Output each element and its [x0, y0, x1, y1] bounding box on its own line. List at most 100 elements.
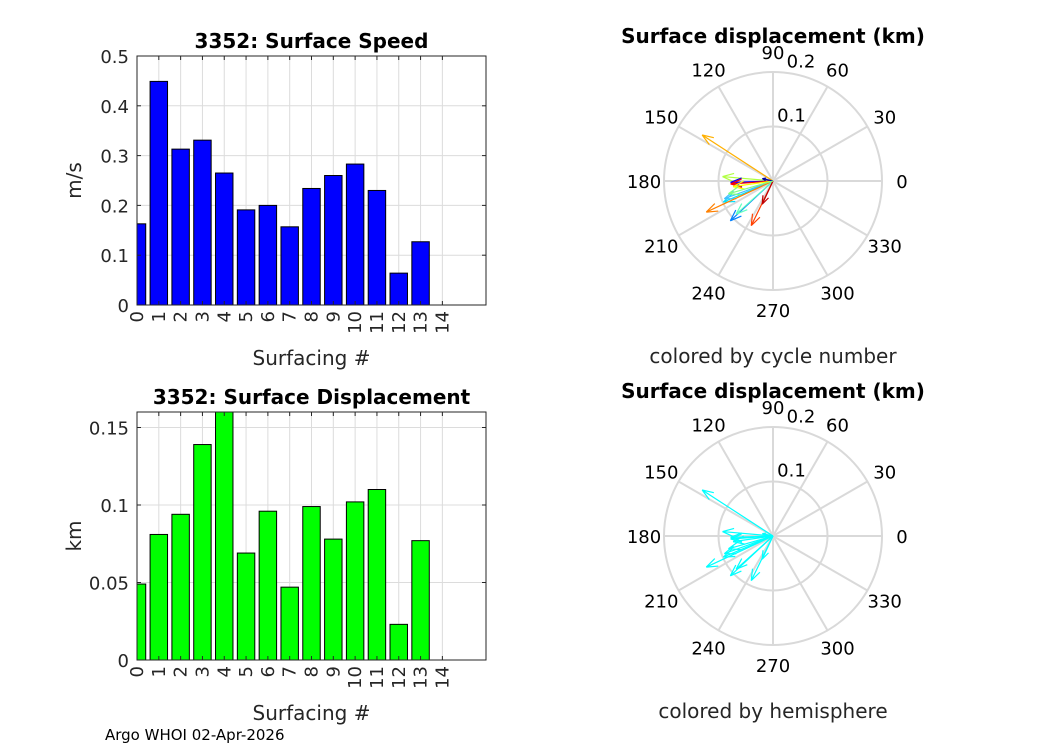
y-tick-label: 0 [118, 296, 129, 317]
polar-spoke [679, 482, 773, 537]
theta-tick-label: 330 [868, 237, 902, 258]
theta-tick-label: 240 [691, 284, 725, 305]
bar-11 [368, 190, 385, 305]
polar-spoke [773, 181, 828, 275]
x-tick-label: 14 [432, 311, 453, 334]
bar-8 [303, 507, 320, 660]
polar-chart-3: 03060901201501802102402703003300.10.2Sur… [621, 379, 925, 723]
polar-spoke [773, 87, 828, 181]
theta-tick-label: 150 [644, 108, 678, 129]
bar-7 [281, 227, 298, 305]
r-tick-label: 0.1 [777, 460, 806, 481]
y-axis-label: km [62, 520, 86, 551]
x-tick-label: 4 [214, 311, 235, 322]
bar-4 [216, 173, 233, 305]
arrow-shaft [702, 490, 773, 536]
r-tick-label: 0.2 [787, 52, 816, 73]
displacement-arrow [702, 135, 773, 181]
bar-9 [325, 539, 342, 660]
y-tick-label: 0.15 [89, 419, 129, 440]
x-tick-label: 9 [323, 311, 344, 322]
chart-subtitle: colored by hemisphere [658, 699, 887, 723]
arrow-head [728, 549, 740, 550]
polar-spoke [773, 127, 867, 182]
theta-tick-label: 30 [873, 108, 896, 129]
displacement-arrow [702, 490, 773, 536]
x-tick-label: 13 [411, 311, 432, 334]
polar-spoke [719, 181, 774, 275]
bar-9 [325, 176, 342, 305]
bar-1 [150, 534, 167, 660]
x-tick-label: 5 [236, 666, 257, 677]
x-tick-label: 0 [127, 311, 148, 322]
theta-tick-label: 60 [826, 415, 849, 436]
polar-spoke [773, 181, 867, 236]
chart-subtitle: colored by cycle number [649, 344, 897, 368]
x-tick-label: 12 [389, 666, 410, 689]
polar-spoke [679, 127, 773, 182]
bar-8 [303, 188, 320, 305]
theta-tick-label: 330 [868, 592, 902, 613]
theta-tick-label: 60 [826, 60, 849, 81]
bar-5 [237, 553, 254, 660]
arrow-head [706, 204, 714, 212]
footer-label: Argo WHOI 02-Apr-2026 [105, 726, 285, 744]
polar-spoke [719, 87, 774, 181]
polar-spoke [773, 482, 867, 537]
bar-3 [194, 445, 211, 660]
x-tick-label: 14 [432, 666, 453, 689]
x-tick-label: 2 [171, 311, 192, 322]
polar-spoke [679, 536, 773, 591]
x-tick-label: 3 [192, 666, 213, 677]
bar-5 [237, 210, 254, 305]
bar-6 [259, 205, 276, 305]
theta-tick-label: 210 [644, 592, 678, 613]
bar-12 [390, 273, 407, 305]
y-tick-label: 0.1 [100, 246, 129, 267]
y-tick-label: 0.4 [100, 97, 129, 118]
theta-tick-label: 120 [691, 60, 725, 81]
r-tick-label: 0.1 [777, 105, 806, 126]
x-tick-label: 3 [192, 311, 213, 322]
chart-title: 3352: Surface Speed [195, 29, 429, 53]
arrow-head [706, 559, 714, 567]
x-tick-label: 10 [345, 666, 366, 689]
x-tick-label: 9 [323, 666, 344, 677]
y-tick-label: 0.3 [100, 147, 129, 168]
x-tick-label: 7 [280, 311, 301, 322]
theta-tick-label: 300 [820, 639, 854, 660]
theta-tick-label: 270 [756, 656, 790, 677]
y-tick-label: 0.05 [89, 574, 129, 595]
x-tick-label: 8 [302, 666, 323, 677]
bar-12 [390, 624, 407, 660]
bar-10 [346, 164, 363, 305]
polar-spoke [773, 442, 828, 536]
theta-tick-label: 120 [691, 415, 725, 436]
chart-title: 3352: Surface Displacement [153, 385, 471, 409]
bar-2 [172, 514, 189, 660]
polar-chart-2: 03060901201501802102402703003300.10.2Sur… [621, 24, 925, 368]
polar-spoke [773, 536, 828, 630]
x-axis-label: Surfacing # [253, 701, 371, 725]
theta-tick-label: 210 [644, 237, 678, 258]
polar-spoke [773, 536, 867, 591]
x-tick-label: 10 [345, 311, 366, 334]
arrow-head [723, 173, 735, 176]
theta-tick-label: 180 [627, 172, 661, 193]
theta-tick-label: 270 [756, 301, 790, 322]
polar-spoke [719, 442, 774, 536]
x-tick-label: 7 [280, 666, 301, 677]
x-tick-label: 4 [214, 666, 235, 677]
x-tick-label: 13 [411, 666, 432, 689]
theta-tick-label: 30 [873, 463, 896, 484]
bar-13 [412, 541, 429, 660]
theta-tick-label: 300 [820, 284, 854, 305]
bar-7 [281, 587, 298, 660]
x-tick-label: 1 [149, 666, 170, 677]
y-tick-label: 0.1 [100, 496, 129, 517]
x-tick-label: 6 [258, 311, 279, 322]
bar-6 [259, 511, 276, 660]
